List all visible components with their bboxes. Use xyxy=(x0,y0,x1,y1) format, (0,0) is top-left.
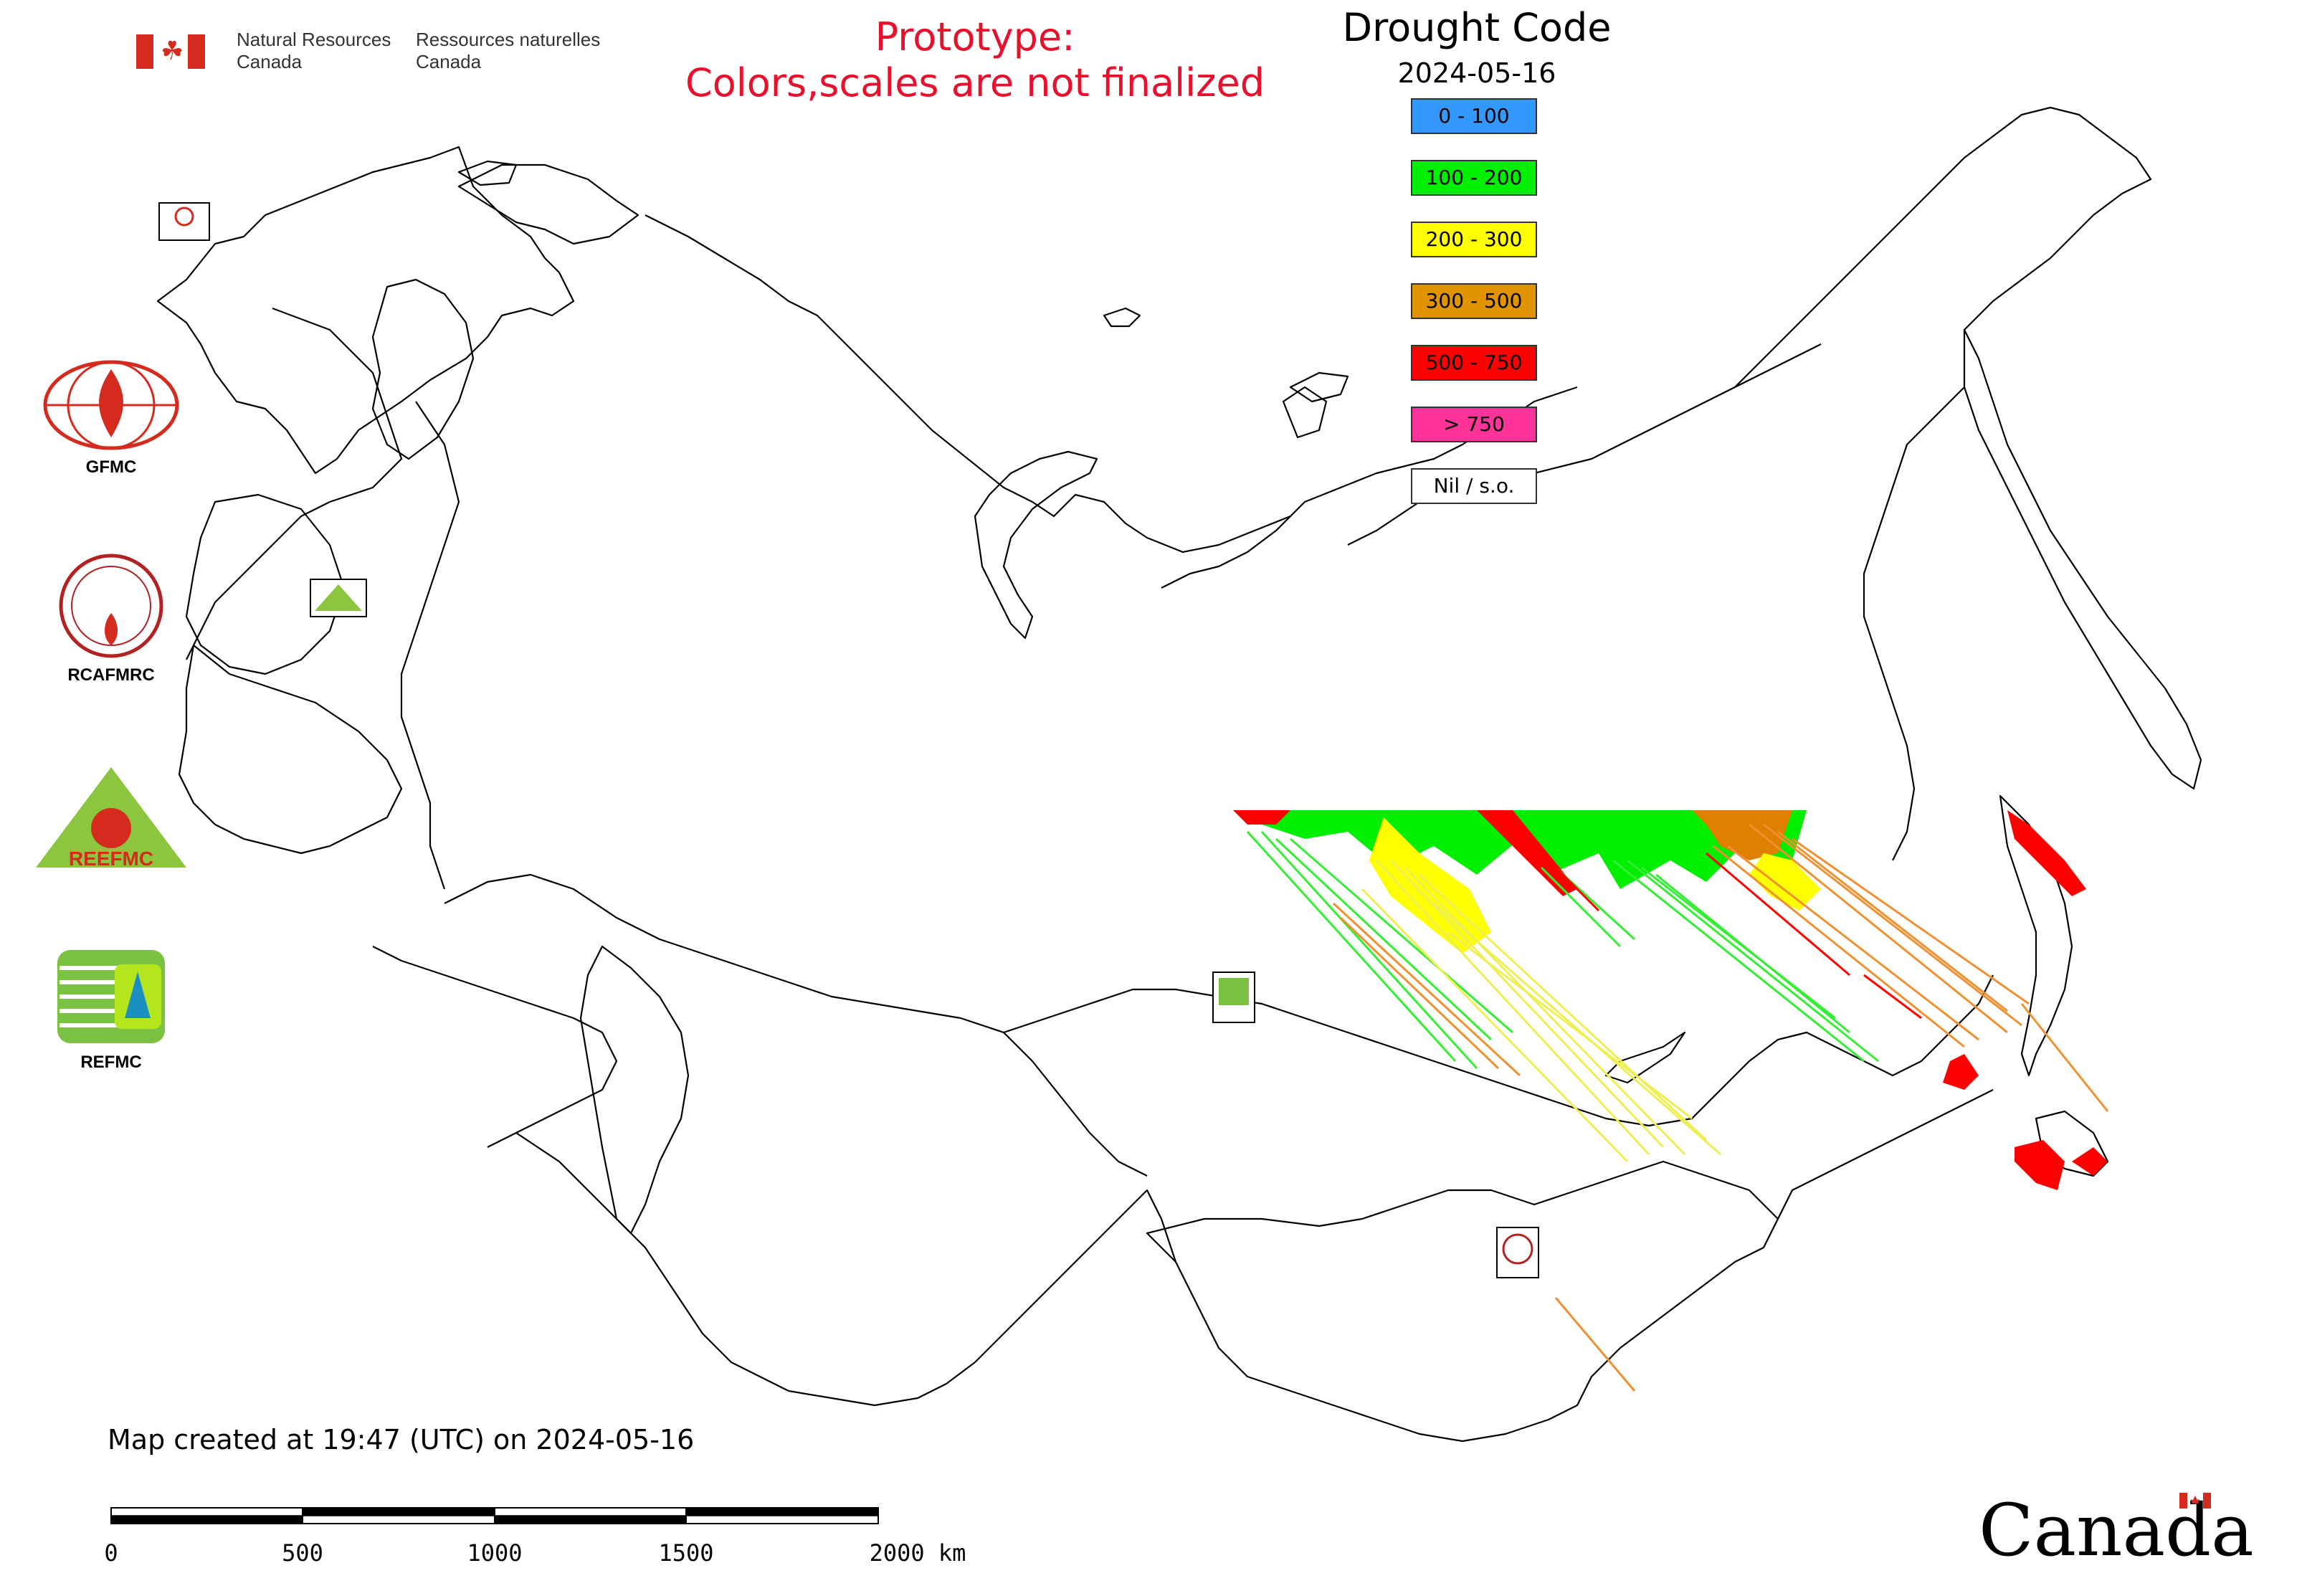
scale-bar-graphic xyxy=(110,1507,879,1524)
novaya-zemlya xyxy=(974,450,1098,640)
baltic-borders xyxy=(186,307,403,660)
central-asia-south xyxy=(515,1132,1177,1407)
scale-label-1500: 1500 xyxy=(658,1539,714,1567)
scale-bar: 0 500 1000 1500 2000 km xyxy=(104,1502,968,1588)
refmc-logo: REFMC xyxy=(29,946,194,1073)
scale-label-1000: 1000 xyxy=(467,1539,523,1567)
arctic-island-2 xyxy=(1103,307,1141,328)
kazakhstan-border xyxy=(444,873,1148,1177)
scale-label-2000: 2000 km xyxy=(869,1539,966,1567)
rcafmrc-seal-icon xyxy=(59,554,163,658)
map-station-markers xyxy=(158,202,1539,1278)
drought-code-overlay xyxy=(1233,810,2109,1392)
dept-fr-line2: Canada xyxy=(416,51,482,72)
gfmc-globe-flame-icon xyxy=(43,360,179,450)
gfmc-logo: GFMC xyxy=(29,358,194,478)
scale-label-0: 0 xyxy=(104,1539,118,1567)
legend-date: 2024-05-16 xyxy=(1397,57,1556,89)
prototype-line1: Prototype: xyxy=(875,14,1075,60)
russia-south-border xyxy=(1003,974,1994,1127)
refmc-caption: REFMC xyxy=(80,1053,142,1072)
wordmark-flag-icon xyxy=(2179,1493,2211,1509)
department-name-english: Natural Resources Canada xyxy=(237,29,401,73)
east-siberian-coast xyxy=(1347,343,1822,546)
rcafmrc-logo: RCAFMRC xyxy=(29,552,194,685)
reefmc-triangle-icon: REEFMC xyxy=(36,767,186,870)
legend-item: > 750 xyxy=(1411,407,1537,442)
severnaya-zemlya xyxy=(1282,386,1328,439)
legend-item: 500 - 750 xyxy=(1411,345,1537,381)
kola-coast xyxy=(457,163,639,245)
legend-item: 100 - 200 xyxy=(1411,160,1537,196)
gfmc-caption: GFMC xyxy=(85,457,137,477)
belarus-border xyxy=(185,493,346,675)
kamchatka xyxy=(1963,328,2202,790)
arctic-coast-west xyxy=(645,214,1291,554)
department-name-french: Ressources naturelles Canada xyxy=(416,29,602,73)
canada-flag-icon: ☘ xyxy=(136,34,205,69)
russia-west-border xyxy=(400,401,460,890)
reefmc-logo: REEFMC xyxy=(29,764,194,874)
okhotsk-coast xyxy=(1863,386,1965,861)
map-created-timestamp: Map created at 19:47 (UTC) on 2024-05-16 xyxy=(108,1424,695,1455)
caucasus xyxy=(372,946,618,1148)
arctic-island-3 xyxy=(1289,371,1349,403)
canada-wordmark-text: Canada xyxy=(1979,1488,2254,1572)
dept-fr-line1: Ressources naturelles xyxy=(416,29,601,50)
ukraine-border xyxy=(178,644,403,855)
gfmc-map-marker xyxy=(158,202,210,241)
legend-item: 200 - 300 xyxy=(1411,222,1537,257)
legend-title: Drought Code xyxy=(1342,5,1612,50)
prototype-notice: Prototype: Colors,scales are not finaliz… xyxy=(631,14,1319,106)
scale-label-500: 500 xyxy=(282,1539,323,1567)
caspian-sea xyxy=(579,945,690,1235)
finland-outline xyxy=(371,278,475,460)
scandinavia-outline xyxy=(156,146,575,475)
svg-text:REEFMC: REEFMC xyxy=(69,847,153,870)
rcafmrc-caption: RCAFMRC xyxy=(67,665,155,685)
prototype-line2: Colors,scales are not finalized xyxy=(685,60,1265,105)
legend-item: 300 - 500 xyxy=(1411,283,1537,319)
government-signature: ☘ Natural Resources Canada Ressources na… xyxy=(136,29,602,79)
amur-border xyxy=(1777,1089,1994,1220)
arctic-island-1 xyxy=(457,160,518,186)
dept-en-line1: Natural Resources xyxy=(237,29,391,50)
legend-item: Nil / s.o. xyxy=(1411,468,1537,504)
dept-en-line2: Canada xyxy=(237,51,303,72)
canada-wordmark: Canada xyxy=(1979,1491,2254,1570)
refmc-sigma-icon xyxy=(57,950,165,1043)
mongolia-border xyxy=(1146,1160,1779,1443)
chukotka xyxy=(1734,106,2152,388)
legend-item: 0 - 100 xyxy=(1411,98,1537,134)
